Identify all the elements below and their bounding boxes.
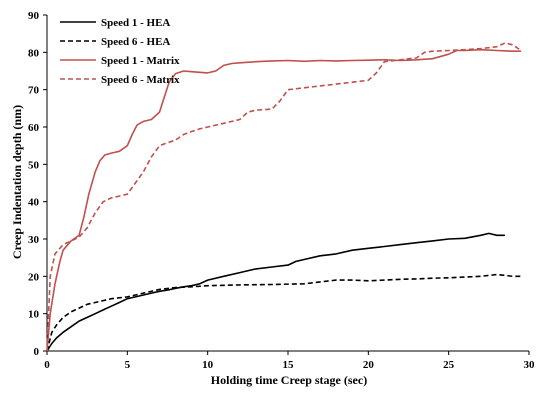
legend-label: Speed 1 - Matrix [101,55,180,67]
y-tick-label: 80 [28,47,40,59]
x-tick-label: 0 [44,359,50,371]
series-line-speed-1-matrix [46,48,521,352]
y-tick-label: 30 [28,234,40,246]
x-axis-title: Holding time Creep stage (sec) [211,373,367,387]
series-lines [46,42,522,352]
y-tick-label: 40 [28,197,40,209]
y-tick-label: 20 [28,271,40,283]
x-tick-label: 25 [443,359,455,371]
series-line-speed-6-hea [46,273,521,352]
y-tick-label: 70 [28,85,40,97]
y-tick-label: 0 [34,346,40,358]
y-tick-label: 50 [28,159,40,171]
x-tick-label: 10 [202,359,214,371]
series-line-speed-1-hea [46,232,505,352]
legend-label: Speed 6 - HEA [101,36,170,48]
y-axis-ticks: 0 10 20 30 40 50 60 70 80 90 [28,10,47,358]
legend-label: Speed 6 - Matrix [101,74,180,86]
series-line-speed-6-matrix [46,42,522,352]
y-tick-label: 60 [28,122,40,134]
legend-label: Speed 1 - HEA [101,17,170,29]
x-axis-ticks: 0 5 10 15 20 25 30 [44,351,535,371]
x-tick-label: 20 [363,359,375,371]
y-tick-label: 90 [28,10,40,22]
x-tick-label: 30 [524,359,536,371]
y-axis-title: Creep Indentation depth (nm) [10,105,24,259]
x-tick-label: 15 [283,359,295,371]
legend: Speed 1 - HEA Speed 6 - HEA Speed 1 - Matr… [60,17,180,86]
x-tick-label: 5 [125,359,131,371]
y-tick-label: 10 [28,309,40,321]
